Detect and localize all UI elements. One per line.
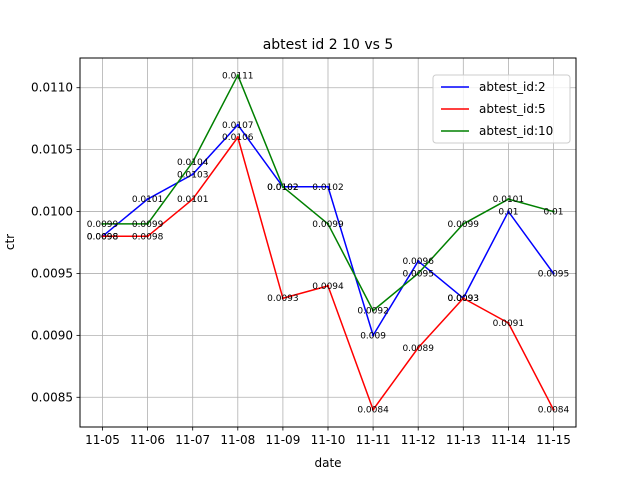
x-tick-label: 11-15 [536,433,571,447]
data-label: 0.0107 [222,121,254,131]
y-axis-label: ctr [3,234,17,250]
data-point [417,346,420,349]
data-label: 0.01 [543,208,563,218]
data-label: 0.0099 [87,220,119,230]
y-tick-label: 0.0100 [31,205,73,219]
data-point [191,197,194,201]
data-point [236,123,239,127]
data-label: 0.0099 [312,220,344,230]
data-point [236,136,239,139]
data-point [507,197,510,201]
data-point [146,222,149,226]
data-label: 0.0104 [177,158,209,168]
legend-frame [432,74,571,144]
data-point [371,334,375,337]
data-label: 0.0101 [132,195,164,205]
data-label: 0.0089 [402,344,434,354]
data-point [146,235,149,238]
data-label: 0.0099 [448,220,480,230]
data-point [236,74,239,77]
x-tick-label: 11-09 [265,433,300,447]
data-point [552,408,555,411]
data-label: 0.0091 [493,319,525,329]
data-label: 0.0111 [222,71,254,81]
data-label: 0.01 [498,208,518,218]
legend-label: abtest_id:2 [479,80,546,94]
data-label: 0.0101 [493,195,525,205]
y-tick-label: 0.0110 [31,81,73,95]
data-point [462,297,465,300]
data-label: 0.0102 [267,183,299,193]
data-point [281,297,285,300]
data-point [191,173,194,176]
legend: abtest_id:2 abtest_id:5 abtest_id:10 [432,74,571,144]
y-tick-label: 0.0095 [31,266,73,280]
data-label: 0.0096 [402,257,434,267]
x-tick-label: 11-05 [85,433,120,447]
x-tick-label: 11-13 [446,433,481,447]
x-tick-label: 11-07 [175,433,210,447]
x-tick-label: 11-08 [220,433,255,447]
x-tick-label: 11-11 [356,433,391,447]
data-point [191,160,194,164]
data-label: 0.0098 [87,232,119,242]
data-label: 0.0084 [538,406,570,416]
data-point [417,272,420,275]
data-label: 0.0103 [177,170,209,180]
x-axis-label: date [314,456,341,470]
x-tick-label: 11-06 [130,433,165,447]
y-tick-label: 0.0105 [31,143,73,157]
data-label: 0.009 [360,331,386,341]
data-label: 0.0094 [312,282,344,292]
legend-label: abtest_id:5 [479,102,546,116]
data-label: 0.0098 [132,232,164,242]
chart-title: abtest id 2 10 vs 5 [263,37,394,53]
data-label: 0.0093 [267,294,299,304]
axis-ticks: 11-05 11-06 11-07 11-08 11-09 11-10 11-11 11-12… [31,81,571,447]
x-tick-label: 11-12 [401,433,436,447]
x-tick-label: 11-10 [311,433,346,447]
data-point [146,197,149,201]
data-point [507,210,510,213]
data-point [417,259,420,263]
y-tick-label: 0.0085 [31,390,73,404]
legend-label: abtest_id:10 [479,124,553,138]
data-label: 0.0084 [357,406,389,416]
data-point [326,222,330,226]
data-label: 0.0099 [132,220,164,230]
data-point [552,272,555,275]
data-label: 0.0093 [448,294,480,304]
data-point [101,235,104,238]
data-label: 0.0102 [267,183,299,193]
data-label: 0.0101 [177,195,209,205]
data-point [462,222,465,226]
data-point [371,408,375,411]
data-point [552,210,555,213]
data-label: 0.0093 [448,294,480,304]
data-label: 0.0102 [312,183,344,193]
data-labels: 0.0098 0.0101 0.0103 0.0107 0.0102 0.0102 0.00… [87,71,570,415]
y-tick-label: 0.0090 [31,328,73,342]
data-point [326,284,330,288]
data-point [326,185,330,188]
data-label: 0.0106 [222,133,254,143]
data-point [101,222,104,226]
data-point [371,309,375,312]
data-point [281,185,285,188]
data-point [507,321,510,325]
data-label: 0.0095 [538,269,570,279]
series-lines [101,74,555,411]
x-tick-label: 11-14 [491,433,526,447]
data-label: 0.0095 [402,269,434,279]
data-label: 0.0092 [357,307,389,317]
data-label: 0.0098 [87,232,119,242]
